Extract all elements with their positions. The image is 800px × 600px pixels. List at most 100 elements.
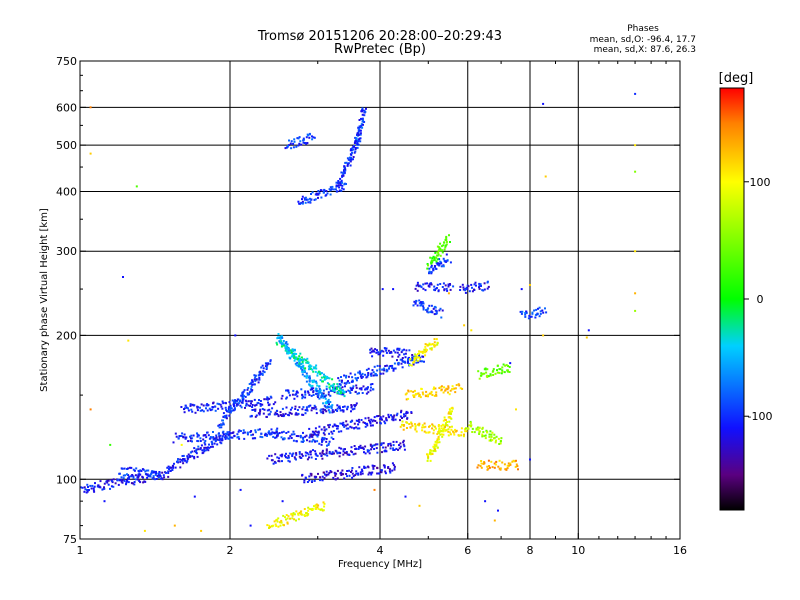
trace-point (146, 476, 149, 479)
trace-point (439, 283, 442, 285)
trace-point (360, 387, 363, 390)
trace-point (343, 171, 346, 174)
trace-point (191, 440, 193, 443)
trace-point (383, 420, 386, 423)
trace-point (438, 264, 441, 267)
trace-point (337, 406, 340, 409)
trace-point (464, 430, 467, 433)
trace-point (191, 410, 194, 413)
trace-point (254, 379, 257, 382)
trace-point (431, 259, 434, 262)
trace-point (421, 391, 424, 394)
trace-point (428, 304, 431, 307)
trace-point (292, 350, 295, 353)
scatter-point (634, 144, 637, 147)
trace-point (86, 483, 89, 486)
trace-point (251, 406, 254, 408)
trace-point (449, 433, 452, 436)
x-axis-label: Frequency [MHz] (338, 559, 422, 570)
trace-point (404, 414, 407, 417)
trace-point (263, 371, 266, 374)
trace-point (492, 374, 495, 376)
trace-point (308, 508, 311, 510)
trace-point (347, 375, 350, 378)
trace-point (229, 411, 232, 414)
trace-point (315, 412, 318, 415)
trace-point (110, 485, 113, 488)
trace-point (301, 202, 304, 205)
trace-point (292, 513, 295, 516)
trace-point (441, 309, 444, 312)
trace-point (440, 316, 443, 319)
trace-point (281, 343, 284, 345)
trace-point (317, 196, 319, 199)
trace-point (412, 390, 415, 393)
trace-point (228, 433, 231, 436)
trace-point (248, 393, 250, 396)
trace-point (297, 357, 300, 360)
trace-point (415, 354, 418, 357)
trace-point (289, 412, 292, 414)
trace-point (209, 445, 212, 448)
trace-point (167, 475, 170, 478)
trace-point (171, 469, 174, 471)
trace-point (433, 447, 436, 450)
trace-point (213, 442, 216, 445)
trace-point (350, 149, 353, 152)
trace-point (308, 440, 311, 443)
trace-point (243, 389, 246, 392)
trace-point (440, 429, 443, 432)
trace-point (433, 285, 436, 288)
trace-point (281, 394, 284, 397)
trace-point (434, 287, 437, 290)
trace-point (214, 409, 217, 412)
trace-point (244, 395, 247, 398)
trace-point (428, 271, 431, 274)
trace-point (382, 350, 385, 353)
trace-point (487, 459, 490, 462)
trace-point (274, 436, 277, 439)
trace-point (344, 161, 347, 164)
trace-point (443, 289, 446, 292)
trace-point (349, 372, 352, 375)
trace-point (331, 409, 334, 412)
trace-point (261, 408, 264, 410)
trace-point (369, 389, 372, 392)
trace-point (435, 287, 438, 289)
trace-point (433, 265, 436, 267)
trace-point (373, 465, 376, 467)
trace-point (419, 358, 422, 361)
trace-point (114, 482, 117, 485)
trace-point (342, 393, 345, 396)
trace-point (297, 512, 299, 515)
trace-point (225, 408, 228, 411)
trace-point (377, 353, 380, 356)
trace-point (359, 471, 362, 474)
trace-point (191, 437, 194, 440)
trace-point (304, 514, 307, 517)
trace-point (357, 376, 359, 379)
trace-point (197, 434, 200, 437)
trace-point (317, 433, 320, 436)
trace-point (470, 425, 472, 428)
trace-point (290, 351, 293, 354)
trace-point (312, 370, 315, 373)
trace-point (376, 349, 378, 352)
trace-point (413, 396, 416, 398)
trace-point (166, 466, 169, 469)
trace-point (430, 347, 433, 350)
trace-point (306, 198, 309, 201)
trace-point (127, 474, 130, 477)
trace-point (177, 458, 179, 461)
trace-point (495, 435, 498, 438)
trace-point (493, 437, 495, 440)
trace-point (225, 415, 228, 418)
trace-point (334, 408, 337, 411)
trace-point (494, 463, 497, 466)
trace-point (274, 413, 277, 416)
trace-point (230, 407, 233, 410)
trace-point (304, 390, 307, 393)
trace-point (415, 392, 418, 395)
trace-point (204, 440, 207, 442)
trace-point (301, 453, 303, 456)
